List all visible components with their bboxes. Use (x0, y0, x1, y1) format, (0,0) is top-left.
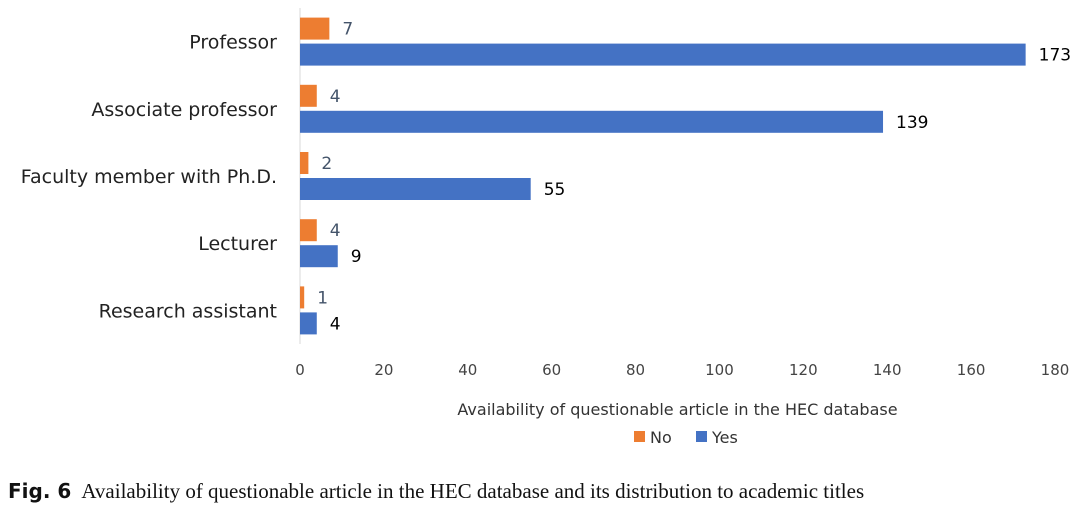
x-tick-label: 80 (626, 361, 645, 379)
legend-swatch (634, 431, 645, 442)
bar-yes (300, 178, 531, 200)
legend-label: Yes (711, 428, 738, 447)
bar-yes (300, 312, 317, 335)
x-tick-label: 120 (789, 361, 818, 379)
x-tick-label: 40 (458, 361, 477, 379)
bar-chart-svg: Professor 7 173 Associate professor 4 139 Facu… (21, 8, 1071, 447)
data-label-no: 7 (342, 20, 353, 40)
figure-caption: Fig. 6 Availability of questionable artic… (8, 479, 1072, 504)
bar-yes (300, 110, 884, 133)
data-label-yes: 173 (1039, 46, 1071, 66)
category-label: Associate professor (91, 99, 277, 121)
legend-swatch (696, 431, 707, 442)
data-label-no: 4 (330, 87, 341, 107)
category-label: Professor (189, 32, 277, 54)
bar-no (300, 219, 317, 242)
bar-no (300, 17, 330, 40)
bar-no (300, 286, 305, 309)
bar-yes (300, 43, 1026, 66)
legend-label: No (650, 428, 672, 447)
figure-caption-text: Availability of questionable article in … (81, 479, 865, 503)
data-label-yes: 4 (330, 314, 341, 334)
data-label-no: 1 (317, 288, 328, 308)
x-axis-title: Availability of questionable article in … (457, 400, 897, 419)
x-tick-label: 60 (542, 361, 561, 379)
category-label: Lecturer (198, 233, 277, 255)
data-label-yes: 55 (544, 180, 566, 200)
category-label: Research assistant (99, 300, 277, 322)
x-tick-label: 180 (1041, 361, 1070, 379)
x-tick-label: 100 (705, 361, 734, 379)
x-tick-label: 20 (374, 361, 393, 379)
bar-no (300, 152, 309, 174)
data-label-no: 2 (321, 154, 332, 174)
figure-label: Fig. 6 (8, 479, 72, 503)
x-tick-label: 0 (295, 361, 305, 379)
chart: Professor 7 173 Associate professor 4 139 Facu… (21, 8, 1071, 447)
x-tick-label: 160 (957, 361, 986, 379)
data-label-no: 4 (330, 221, 341, 241)
category-label: Faculty member with Ph.D. (21, 166, 277, 188)
x-tick-label: 140 (873, 361, 902, 379)
bar-no (300, 84, 317, 107)
data-label-yes: 9 (351, 247, 362, 267)
data-label-yes: 139 (896, 113, 928, 133)
bar-yes (300, 245, 338, 268)
